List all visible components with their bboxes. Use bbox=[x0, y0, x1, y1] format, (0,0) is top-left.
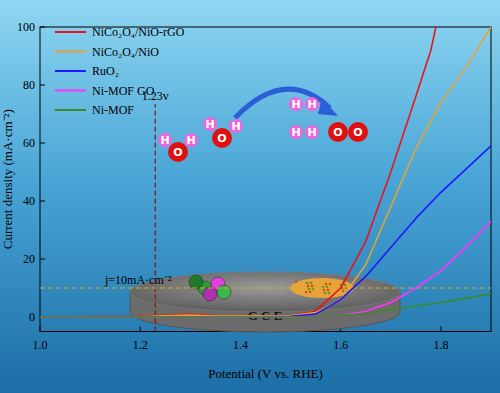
chart: 1.0 1.2 1.4 1.6 1.8 0 20 40 60 80 100 Potential (V … bbox=[0, 0, 500, 393]
reference-hline bbox=[40, 287, 491, 288]
legend-label: NiCo₂O₄/NiO-rGO bbox=[92, 25, 185, 39]
atom-label: H bbox=[291, 98, 300, 111]
atom-label: H bbox=[291, 126, 300, 139]
legend-label: Ni-MOF bbox=[92, 103, 134, 117]
atom bbox=[348, 122, 368, 142]
atom-label: O bbox=[353, 126, 362, 139]
annotation-label: j=10mA·cm⁻² bbox=[104, 273, 172, 287]
series-line bbox=[40, 294, 491, 317]
atom-label: H bbox=[307, 126, 316, 139]
x-tick bbox=[440, 327, 441, 332]
y-tick-label: 40 bbox=[23, 194, 35, 208]
atom bbox=[229, 119, 243, 133]
catalyst-speck bbox=[342, 290, 345, 293]
y-tick bbox=[40, 85, 45, 86]
x-tick bbox=[140, 327, 141, 332]
catalyst-speck bbox=[324, 292, 327, 295]
series-line bbox=[40, 221, 491, 317]
y-tick bbox=[40, 143, 45, 144]
y-tick bbox=[40, 201, 45, 202]
atom-label: O bbox=[173, 146, 182, 159]
atom-label: H bbox=[307, 98, 316, 111]
series-line bbox=[40, 27, 491, 317]
catalyst-particle bbox=[189, 275, 203, 289]
y-tick-label: 80 bbox=[23, 78, 35, 92]
atom-label: H bbox=[186, 134, 195, 147]
atom-label: H bbox=[205, 118, 214, 131]
catalyst-speck bbox=[309, 291, 312, 294]
catalyst-particle bbox=[203, 287, 217, 301]
plot-frame bbox=[40, 27, 491, 332]
atom bbox=[212, 128, 232, 148]
y-tick-label: 0 bbox=[29, 310, 35, 324]
x-tick-label: 1.0 bbox=[33, 338, 48, 352]
catalyst-speck bbox=[306, 282, 309, 285]
annotation-lines bbox=[40, 104, 491, 332]
legend-swatch bbox=[55, 31, 86, 33]
catalyst-speck bbox=[326, 286, 329, 289]
y-tick-label: 60 bbox=[23, 136, 35, 150]
catalyst-speck bbox=[344, 284, 347, 287]
legend-label: NiCo₂O₄/NiO bbox=[92, 45, 159, 59]
legend-label: RuO₂ bbox=[92, 64, 119, 78]
atom bbox=[203, 117, 217, 131]
atom-label: H bbox=[160, 134, 169, 147]
catalyst-speck bbox=[307, 285, 310, 288]
catalyst-speck bbox=[327, 289, 330, 292]
y-tick bbox=[40, 27, 45, 28]
atom bbox=[289, 97, 303, 111]
atom bbox=[305, 97, 319, 111]
legend: NiCo₂O₄/NiO-rGO NiCo₂O₄/NiO RuO₂ Ni-MOF GO N… bbox=[55, 25, 185, 117]
x-tick-label: 1.6 bbox=[333, 338, 348, 352]
catalyst-speck bbox=[323, 289, 326, 292]
catalyst-speck bbox=[295, 281, 298, 284]
y-tick-label: 20 bbox=[23, 252, 35, 266]
catalyst-speck bbox=[329, 283, 332, 286]
catalyst-speck bbox=[305, 291, 308, 294]
legend-label: Ni-MOF GO bbox=[92, 84, 155, 98]
atom-label: O bbox=[217, 132, 226, 145]
series-line bbox=[40, 146, 491, 317]
atom-label: H bbox=[231, 120, 240, 133]
atom bbox=[184, 133, 198, 147]
x-tick bbox=[40, 327, 41, 332]
catalyst-speck bbox=[325, 283, 328, 286]
y-axis-title: Current density (mA·cm⁻²) bbox=[0, 109, 15, 249]
atom bbox=[289, 125, 303, 139]
legend-swatch bbox=[55, 51, 86, 53]
catalyst-speck bbox=[311, 285, 314, 288]
atom bbox=[305, 125, 319, 139]
curves bbox=[40, 27, 491, 317]
catalyst-speck bbox=[310, 282, 313, 285]
illustration: G C EHOHHOHHHHHOO bbox=[130, 89, 400, 332]
atom bbox=[328, 122, 348, 142]
legend-swatch bbox=[55, 109, 86, 111]
y-tick-label: 100 bbox=[17, 20, 35, 34]
legend-swatch bbox=[55, 90, 86, 92]
reference-vline bbox=[155, 104, 156, 332]
x-tick-label: 1.2 bbox=[133, 338, 148, 352]
atom bbox=[158, 133, 172, 147]
atom-label: O bbox=[333, 126, 342, 139]
catalyst-particle bbox=[217, 285, 231, 299]
reaction-arrow bbox=[235, 89, 330, 118]
x-tick-label: 1.8 bbox=[433, 338, 448, 352]
series-line bbox=[40, 27, 436, 317]
legend-swatch bbox=[55, 70, 86, 72]
reaction-arrow-head bbox=[318, 98, 338, 116]
y-tick bbox=[40, 259, 45, 260]
catalyst-speck bbox=[328, 292, 331, 295]
background bbox=[0, 0, 500, 393]
x-axis-title: Potential (V vs. RHE) bbox=[208, 366, 323, 381]
x-tick-label: 1.4 bbox=[233, 338, 248, 352]
atom bbox=[168, 142, 188, 162]
